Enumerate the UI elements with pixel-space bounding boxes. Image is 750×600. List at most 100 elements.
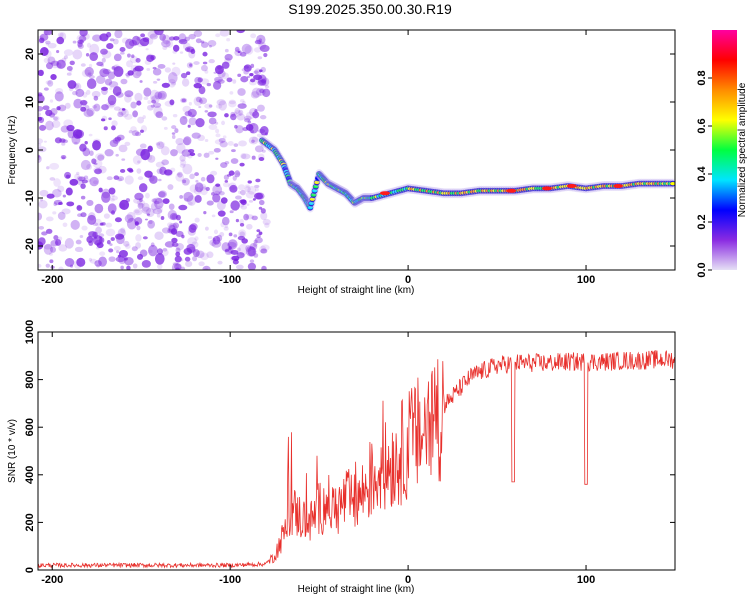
noise-blob (202, 61, 208, 65)
noise-blob (73, 83, 80, 89)
noise-blob (234, 124, 238, 129)
noise-blob (249, 78, 256, 83)
noise-blob (237, 73, 242, 77)
colorbar-label: Normalized spectral amplitude (737, 82, 748, 217)
noise-blob (125, 72, 131, 77)
noise-blob (222, 182, 230, 188)
noise-blob (181, 177, 190, 186)
noise-blob (38, 116, 45, 124)
noise-blob (179, 194, 184, 199)
noise-blob (239, 218, 244, 225)
noise-blob (218, 100, 227, 111)
noise-blob (203, 210, 207, 215)
noise-blob (241, 43, 252, 54)
noise-blob (69, 60, 75, 66)
noise-blob (220, 221, 226, 228)
noise-blob (77, 179, 84, 186)
noise-blob (137, 116, 145, 124)
noise-blob (92, 222, 99, 227)
noise-blob (203, 152, 210, 158)
noise-blob (91, 90, 101, 98)
noise-blob (45, 42, 49, 46)
noise-blob (38, 155, 41, 161)
noise-blob (207, 236, 213, 240)
noise-blob (39, 189, 49, 197)
spectrogram-y-tick-label: 20 (24, 48, 36, 60)
noise-blob (117, 176, 125, 182)
noise-blob (79, 30, 88, 37)
noise-blob (183, 197, 189, 202)
noise-blob (154, 200, 160, 205)
noise-blob (45, 40, 51, 45)
noise-blob (254, 145, 264, 153)
noise-blob (175, 267, 180, 270)
noise-blob (160, 216, 165, 221)
noise-blob (217, 65, 222, 70)
noise-blob (200, 78, 210, 85)
noise-blob (82, 92, 88, 98)
noise-blob (249, 259, 255, 263)
noise-blob (236, 113, 245, 121)
noise-blob (248, 79, 257, 86)
noise-blob (43, 244, 53, 250)
spectrogram-y-tick-label: -20 (24, 238, 36, 254)
noise-blob (126, 265, 131, 270)
noise-blob (127, 70, 134, 76)
noise-blob (172, 262, 179, 266)
noise-blob (170, 82, 176, 86)
noise-blob (135, 234, 142, 242)
noise-blob (80, 159, 91, 171)
noise-blob (195, 179, 199, 183)
noise-blob (253, 239, 258, 244)
noise-blob (154, 231, 164, 240)
noise-blob (150, 242, 155, 247)
noise-blob (242, 101, 246, 105)
signal-max-peak (541, 186, 552, 191)
noise-blob (80, 183, 86, 189)
noise-blob (221, 72, 229, 80)
noise-blob (120, 78, 128, 85)
noise-blob (121, 108, 126, 111)
noise-blob (183, 136, 192, 146)
noise-blob (52, 188, 62, 198)
noise-blob (69, 86, 74, 92)
noise-blob (92, 34, 102, 42)
noise-blob (208, 58, 215, 64)
noise-blob (199, 97, 208, 105)
noise-blob (214, 139, 224, 145)
noise-blob (101, 104, 109, 111)
noise-blob (210, 170, 218, 176)
noise-blob (188, 224, 197, 233)
noise-blob (181, 149, 192, 157)
noise-blob (237, 88, 246, 96)
signal-peak (670, 182, 675, 186)
noise-blob (260, 208, 266, 214)
noise-blob (239, 231, 245, 237)
noise-blob (224, 53, 233, 61)
noise-blob (137, 160, 141, 164)
noise-blob (246, 203, 250, 206)
noise-blob (53, 234, 59, 241)
noise-blob (92, 159, 103, 169)
noise-blob (236, 172, 241, 176)
noise-blob (88, 75, 95, 79)
noise-blob (38, 112, 42, 117)
noise-blob (105, 222, 113, 228)
noise-blob (50, 74, 57, 81)
noise-blob (159, 33, 166, 41)
noise-blob (86, 236, 94, 244)
noise-blob (89, 176, 99, 187)
noise-blob (231, 149, 236, 153)
noise-blob (202, 265, 211, 270)
noise-blob (56, 49, 60, 54)
noise-blob (234, 170, 241, 178)
noise-blob (100, 48, 108, 55)
noise-blob (204, 139, 209, 142)
colorbar-tick-label: 0.6 (696, 118, 708, 133)
noise-blob (153, 105, 163, 117)
noise-blob (234, 258, 239, 262)
noise-blob (100, 86, 108, 92)
noise-blob (72, 49, 83, 60)
noise-blob (76, 205, 83, 211)
noise-blob (148, 220, 153, 225)
